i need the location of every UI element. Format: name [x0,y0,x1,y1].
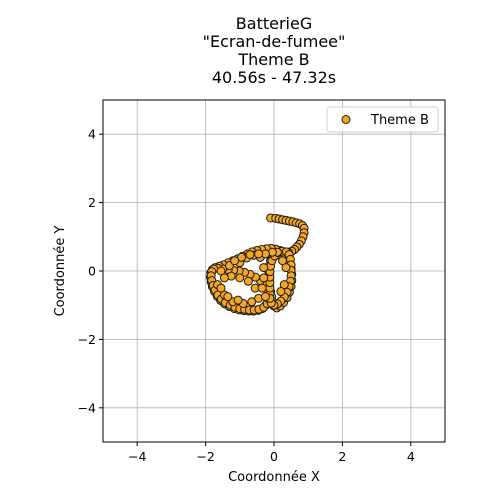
data-point-157 [257,283,267,293]
data-point-148 [243,276,253,286]
data-point-153 [223,292,233,302]
data-point-154 [233,295,243,305]
y-tick-label-3: 2 [88,195,96,210]
legend-box [326,106,439,133]
y-tick-label-1: −2 [78,332,96,347]
series-theme-b [205,213,309,316]
data-point-166 [254,249,264,259]
y-tick-label-4: 4 [88,127,96,142]
x-tick-label-1: −2 [196,449,214,464]
data-point-156 [259,273,269,283]
x-axis-label: Coordonnée X [228,470,320,485]
data-point-155 [259,263,269,273]
data-point-162 [276,287,286,297]
data-point-151 [219,273,229,283]
legend-label-theme-b: Theme B [370,113,429,128]
axis-ticks: −4 −2 0 2 4 −4 −2 0 2 4 [78,127,415,464]
grid [103,100,445,442]
x-tick-label-4: 4 [407,449,415,464]
chart-title-line-1: BatterieG [236,14,312,33]
x-tick-label-3: 2 [338,449,346,464]
x-tick-label-2: 0 [270,449,278,464]
y-tick-label-0: −4 [78,400,96,415]
data-point-158 [260,292,270,302]
legend: Theme B [326,106,439,133]
legend-marker-theme-b [341,115,351,124]
chart-title: BatterieG"Ecran-de-fumee"Theme B40.56s -… [203,14,346,87]
data-point-167 [245,250,255,260]
data-point-152 [216,283,226,293]
chart-title-line-2: "Ecran-de-fumee" [203,32,346,51]
y-axis-label: Coordonnée Y [53,226,68,317]
data-point-169 [230,256,240,266]
x-tick-label-0: −4 [128,449,146,464]
data-point-149 [235,273,245,283]
chart-title-line-4: 40.56s - 47.32s [212,68,336,87]
chart-title-line-3: Theme B [237,50,309,69]
y-tick-label-2: 0 [88,264,96,279]
data-point-160 [281,263,291,273]
